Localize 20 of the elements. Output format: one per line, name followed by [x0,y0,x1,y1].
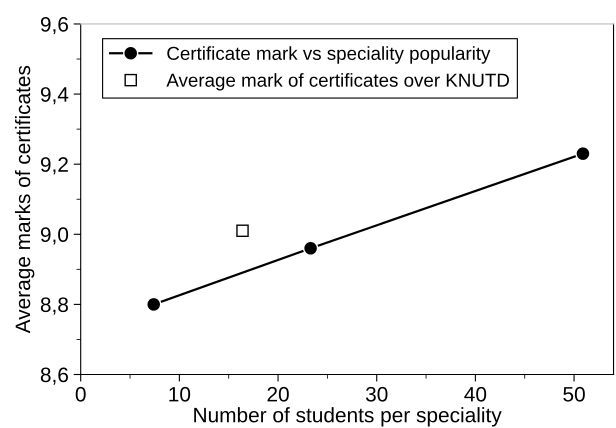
x-tick-label: 40 [464,386,486,402]
point [302,240,318,256]
y-axis-title: Average marks of certificates [14,66,34,334]
y-tick-label: 9,2 [40,157,68,174]
x-axis-title: Number of students per speciality [194,407,502,427]
y-tick-label: 9,0 [40,227,68,244]
legend-label: Average mark of certificates over KNUTD [166,73,509,91]
x-tick-label: 0 [76,386,86,402]
legend-label: Certificate mark vs speciality popularity [167,46,490,64]
y-tick-label: 8,8 [40,297,68,315]
point [236,224,249,238]
y-tick-label: 8,6 [40,368,68,385]
x-tick-label: 20 [268,386,289,402]
point [146,296,162,312]
point [575,146,591,162]
y-tick-label: 9,4 [40,87,68,104]
y-tick-label: 9,6 [40,16,68,34]
x-tick-label: 30 [366,386,388,402]
x-tick-label: 10 [169,386,190,402]
x-tick-label: 50 [563,386,585,402]
